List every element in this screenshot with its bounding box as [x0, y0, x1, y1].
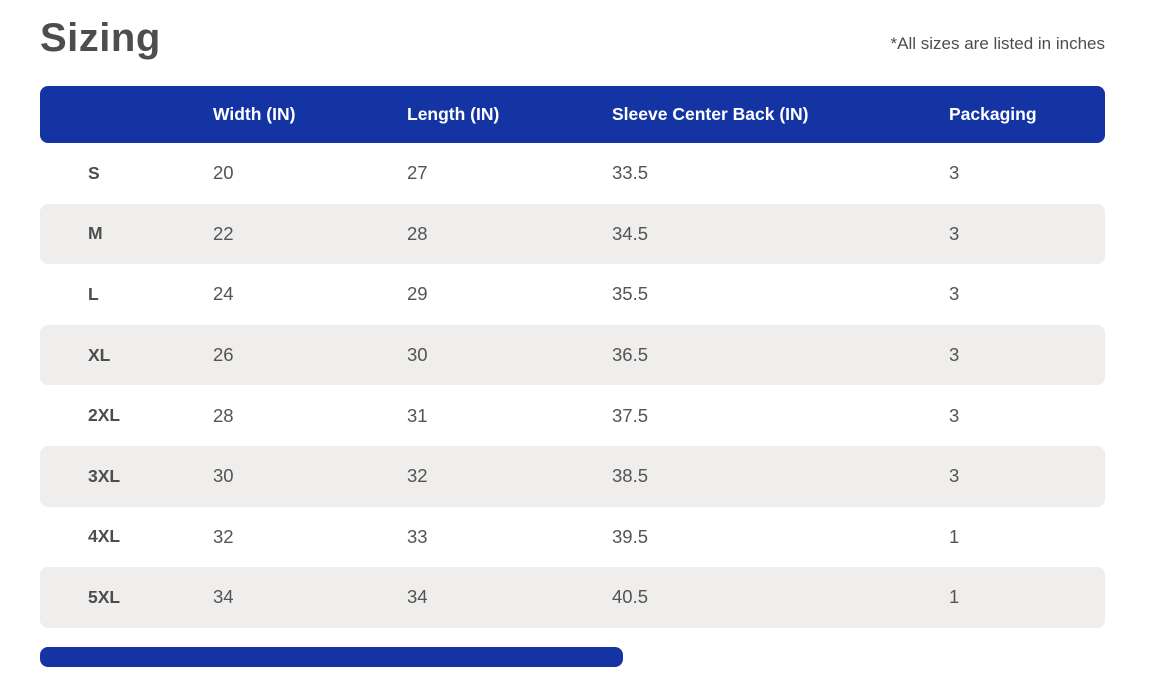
sleeve-value: 36.5: [612, 344, 649, 366]
width-value: 20: [213, 162, 234, 184]
sizing-note: *All sizes are listed in inches: [890, 34, 1105, 53]
packaging-value: 3: [949, 404, 960, 426]
size-label: 5XL: [88, 586, 121, 607]
size-label: 3XL: [88, 465, 121, 486]
header-cell-packaging: Packaging: [949, 104, 1037, 124]
packaging-value: 1: [949, 525, 960, 547]
width-value: 26: [213, 344, 234, 366]
length-value: 27: [407, 162, 428, 184]
sleeve-value: 37.5: [612, 404, 649, 426]
bottom-accent-bar: [40, 647, 623, 667]
length-value: 34: [407, 586, 428, 608]
packaging-value: 1: [949, 586, 960, 608]
table-row: 4XL 32 33 39.5 1: [40, 506, 1105, 568]
packaging-value: 3: [949, 465, 960, 487]
size-label: 2XL: [88, 405, 121, 426]
width-value: 32: [213, 525, 234, 547]
table-row: L 24 29 35.5 3: [40, 264, 1105, 325]
sleeve-value: 38.5: [612, 465, 649, 487]
width-value: 28: [213, 404, 234, 426]
table-header-row: Width (IN) Length (IN) Sleeve Center Bac…: [40, 86, 1105, 143]
header-cell-width: Width (IN): [213, 104, 296, 124]
size-label: L: [88, 283, 99, 304]
table-row: 5XL 34 34 40.5 1: [40, 567, 1105, 628]
sleeve-value: 34.5: [612, 222, 649, 244]
packaging-value: 3: [949, 162, 960, 184]
length-value: 29: [407, 283, 428, 305]
width-value: 24: [213, 283, 234, 305]
width-value: 22: [213, 222, 234, 244]
page-title: Sizing: [40, 16, 161, 60]
header-cell-length: Length (IN): [407, 104, 500, 124]
sizing-table: Width (IN) Length (IN) Sleeve Center Bac…: [40, 86, 1105, 628]
title-row: Sizing *All sizes are listed in inches: [40, 14, 1105, 62]
length-value: 32: [407, 465, 428, 487]
length-value: 31: [407, 404, 428, 426]
packaging-value: 3: [949, 283, 960, 305]
size-label: 4XL: [88, 526, 121, 547]
width-value: 34: [213, 586, 234, 608]
table-row: 3XL 30 32 38.5 3: [40, 445, 1105, 507]
length-value: 28: [407, 222, 428, 244]
table-row: M 22 28 34.5 3: [40, 203, 1105, 265]
length-value: 33: [407, 525, 428, 547]
packaging-value: 3: [949, 222, 960, 244]
table-row: XL 26 30 36.5 3: [40, 324, 1105, 386]
table-row: 2XL 28 31 37.5 3: [40, 385, 1105, 446]
sleeve-value: 35.5: [612, 283, 649, 305]
table-row: S 20 27 33.5 3: [40, 143, 1105, 204]
size-label: S: [88, 162, 100, 183]
table-body: S 20 27 33.5 3 M 22 28 34.5 3 L 24 29 35…: [40, 143, 1105, 628]
length-value: 30: [407, 344, 428, 366]
size-label: M: [88, 223, 103, 244]
sleeve-value: 39.5: [612, 525, 649, 547]
width-value: 30: [213, 465, 234, 487]
packaging-value: 3: [949, 344, 960, 366]
size-label: XL: [88, 344, 111, 365]
header-cell-sleeve: Sleeve Center Back (IN): [612, 104, 809, 124]
sleeve-value: 40.5: [612, 586, 649, 608]
sleeve-value: 33.5: [612, 162, 649, 184]
